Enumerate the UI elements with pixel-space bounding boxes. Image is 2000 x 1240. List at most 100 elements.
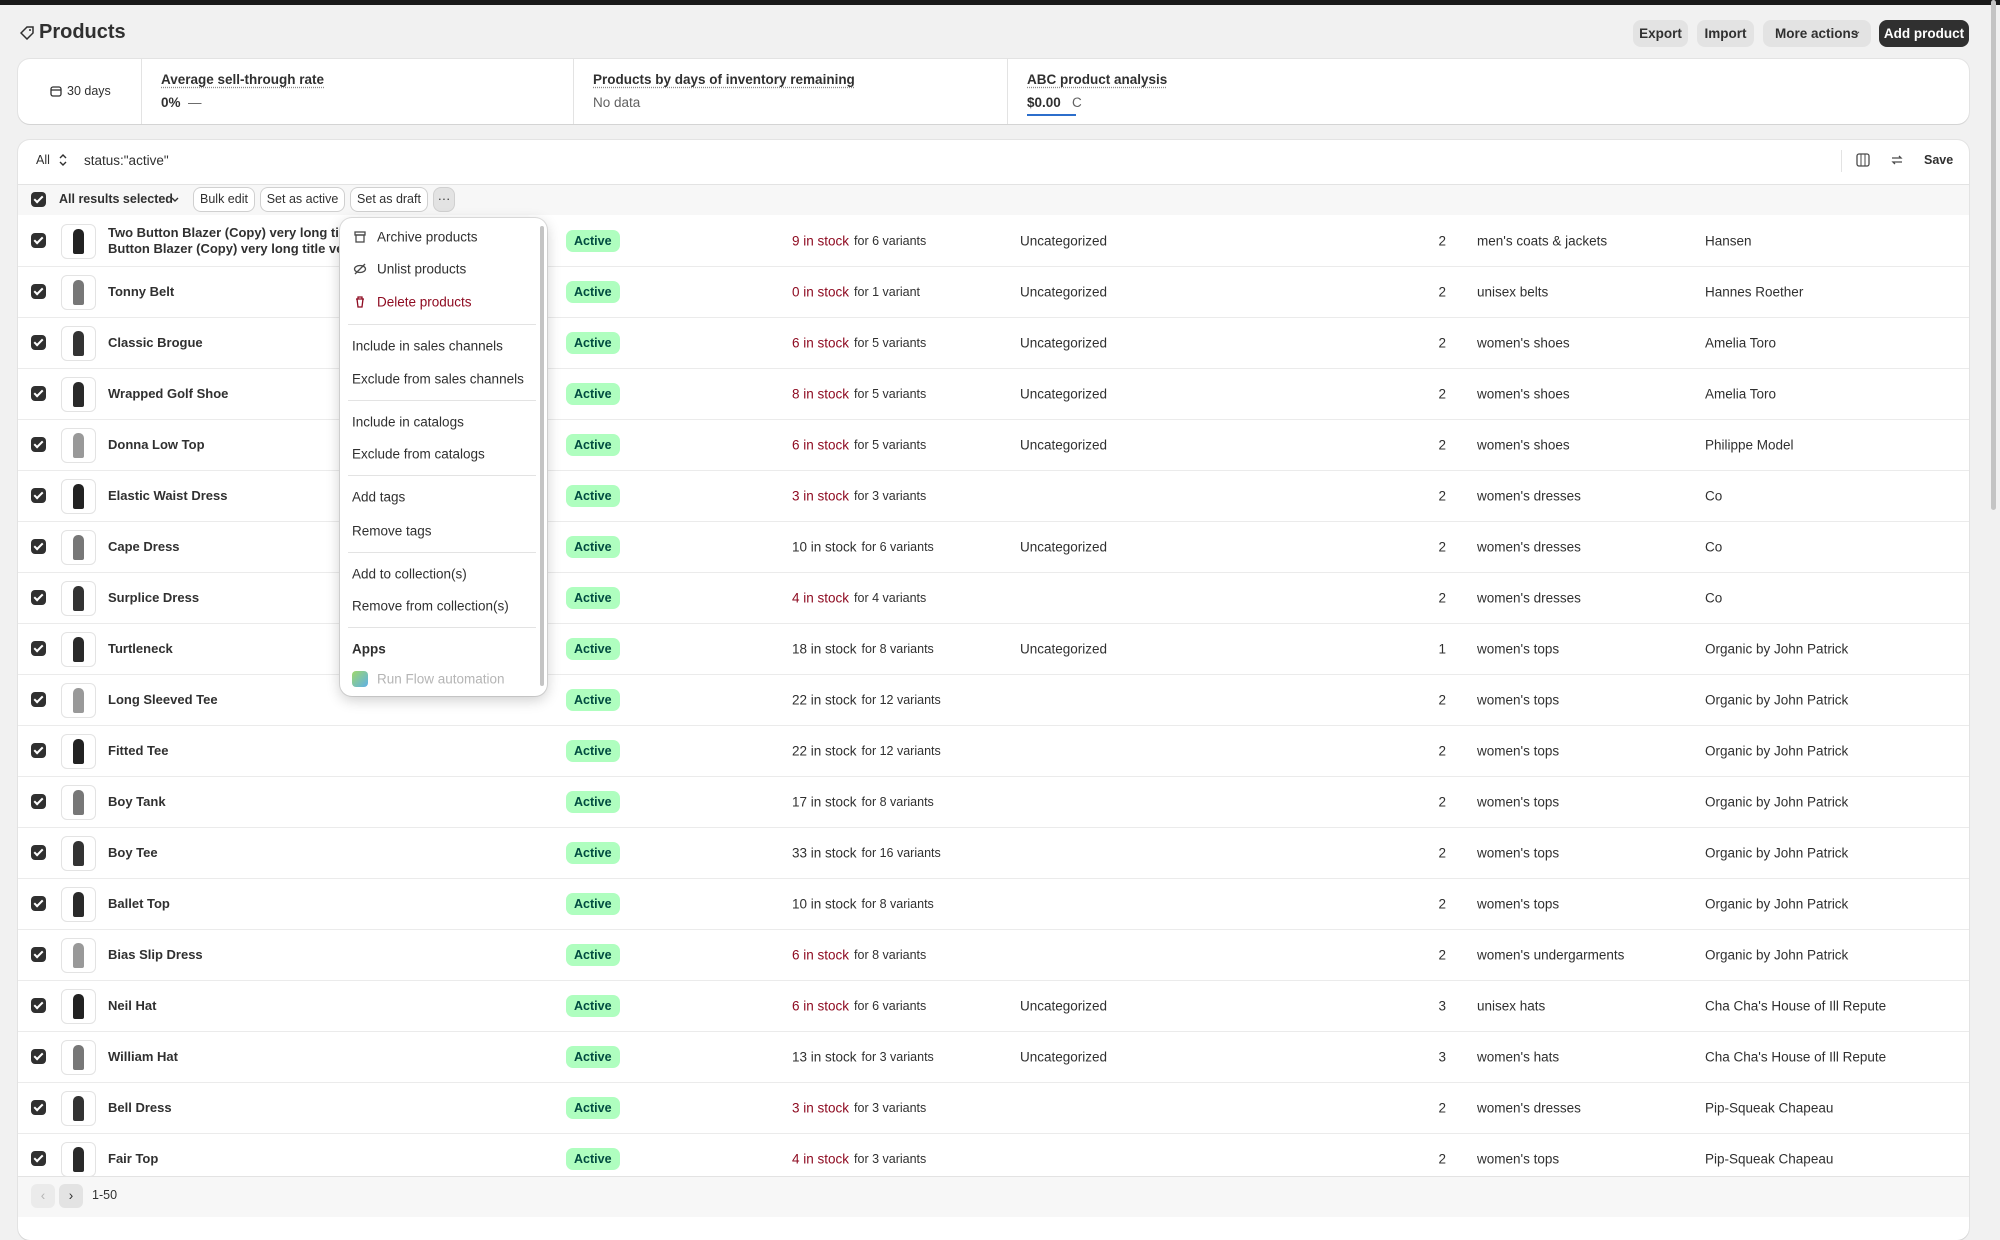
- product-thumbnail: [61, 581, 96, 616]
- product-name[interactable]: Long Sleeved Tee: [108, 692, 218, 707]
- row-checkbox[interactable]: [31, 1100, 46, 1115]
- row-checkbox[interactable]: [31, 539, 46, 554]
- more-bulk-actions[interactable]: ···: [434, 188, 454, 211]
- status-badge: Active: [566, 434, 620, 456]
- period[interactable]: 30 days: [67, 84, 111, 98]
- row-checkbox[interactable]: [31, 692, 46, 707]
- row-checkbox[interactable]: [31, 590, 46, 605]
- selection-label[interactable]: All results selected: [59, 192, 173, 206]
- menu-item[interactable]: Exclude from catalogs: [352, 446, 485, 462]
- bulk-action[interactable]: Set as active: [261, 188, 344, 211]
- variants: for 3 variants: [854, 1152, 927, 1166]
- row-checkbox[interactable]: [31, 284, 46, 299]
- row-checkbox[interactable]: [31, 794, 46, 809]
- menu-item[interactable]: Delete products: [377, 294, 472, 310]
- next-page[interactable]: ›: [59, 1184, 83, 1208]
- product-name[interactable]: Tonny Belt: [108, 284, 175, 299]
- product-name[interactable]: Cape Dress: [108, 539, 180, 554]
- status-badge: Active: [566, 230, 620, 252]
- menu-item[interactable]: Include in sales channels: [352, 338, 503, 354]
- row-checkbox[interactable]: [31, 998, 46, 1013]
- metric-trend: C: [1072, 95, 1082, 110]
- menu-divider: [348, 475, 536, 476]
- thumbnail-figure: [73, 1147, 84, 1172]
- product-name[interactable]: Bell Dress: [108, 1100, 172, 1115]
- row-checkbox[interactable]: [31, 743, 46, 758]
- row-checkbox[interactable]: [31, 488, 46, 503]
- bulk-action[interactable]: Set as draft: [351, 188, 427, 211]
- product-thumbnail: [61, 479, 96, 514]
- stock: 10 in stock: [792, 896, 857, 912]
- product-name[interactable]: Boy Tee: [108, 845, 158, 860]
- menu-item[interactable]: Add to collection(s): [352, 566, 467, 582]
- menu-item[interactable]: Include in catalogs: [352, 414, 464, 430]
- row-checkbox[interactable]: [31, 233, 46, 248]
- row-divider: [18, 623, 1969, 624]
- status-badge: Active: [566, 689, 620, 711]
- status-badge: Active: [566, 587, 620, 609]
- product-type: women's tops: [1477, 845, 1560, 861]
- product-name[interactable]: Fair Top: [108, 1151, 159, 1166]
- bulk-action[interactable]: Bulk edit: [194, 188, 254, 211]
- product-name[interactable]: Wrapped Golf Shoe: [108, 386, 229, 401]
- product-thumbnail: [61, 530, 96, 565]
- variants: for 1 variant: [854, 285, 921, 299]
- product-name[interactable]: Donna Low Top: [108, 437, 205, 452]
- metric-title[interactable]: ABC product analysis: [1027, 72, 1168, 87]
- header-button[interactable]: Export: [1633, 20, 1688, 47]
- filter-query[interactable]: status:"active": [84, 153, 169, 168]
- sort-toggle-icon[interactable]: [1890, 153, 1904, 167]
- product-name[interactable]: Bias Slip Dress: [108, 947, 203, 962]
- row-checkbox[interactable]: [31, 437, 46, 452]
- save-button[interactable]: Save: [1924, 153, 1954, 167]
- product-name[interactable]: Fitted Tee: [108, 743, 169, 758]
- menu-item[interactable]: Unlist products: [377, 261, 467, 277]
- menu-item[interactable]: Archive products: [377, 229, 478, 245]
- filter-tab[interactable]: All: [36, 153, 50, 167]
- row-checkbox[interactable]: [31, 845, 46, 860]
- columns-icon[interactable]: [1856, 153, 1870, 167]
- product-name[interactable]: Two Button Blazer (Copy) very long title…: [108, 225, 373, 256]
- product-name[interactable]: William Hat: [108, 1049, 178, 1064]
- stock: 0 in stock: [792, 284, 850, 300]
- row-divider: [18, 929, 1969, 930]
- header-button[interactable]: Add product: [1879, 20, 1969, 47]
- vendor: Amelia Toro: [1705, 386, 1777, 402]
- row-checkbox[interactable]: [31, 386, 46, 401]
- prev-page[interactable]: ‹: [31, 1184, 55, 1208]
- product-thumbnail: [61, 1142, 96, 1177]
- menu-item[interactable]: Remove tags: [352, 523, 432, 539]
- variants: for 8 variants: [854, 948, 927, 962]
- stock: 3 in stock: [792, 488, 850, 504]
- header-button[interactable]: Import: [1697, 20, 1754, 47]
- row-divider: [18, 827, 1969, 828]
- product-type: women's hats: [1477, 1049, 1560, 1065]
- product-name[interactable]: Elastic Waist Dress: [108, 488, 228, 503]
- row-checkbox[interactable]: [31, 1049, 46, 1064]
- metric-title[interactable]: Average sell-through rate: [161, 72, 325, 87]
- row-checkbox[interactable]: [31, 947, 46, 962]
- select-all-checkbox[interactable]: [31, 192, 46, 207]
- product-name[interactable]: Classic Brogue: [108, 335, 203, 350]
- product-name[interactable]: Surplice Dress: [108, 590, 200, 605]
- menu-divider: [348, 324, 536, 325]
- row-checkbox[interactable]: [31, 335, 46, 350]
- row-checkbox[interactable]: [31, 1151, 46, 1166]
- stock: 22 in stock: [792, 692, 857, 708]
- menu-item[interactable]: Remove from collection(s): [352, 598, 509, 614]
- product-name[interactable]: Ballet Top: [108, 896, 170, 911]
- menu-item[interactable]: Exclude from sales channels: [352, 371, 524, 387]
- row-checkbox[interactable]: [31, 896, 46, 911]
- vendor: Cha Cha's House of Ill Repute: [1705, 998, 1887, 1014]
- header-button[interactable]: More actions: [1763, 20, 1871, 47]
- product-name[interactable]: Turtleneck: [108, 641, 173, 656]
- menu-item[interactable]: Add tags: [352, 489, 406, 505]
- product-name[interactable]: Boy Tank: [108, 794, 166, 809]
- variants: for 16 variants: [861, 846, 941, 860]
- metric-title[interactable]: Products by days of inventory remaining: [593, 72, 855, 87]
- calendar-icon: [50, 86, 62, 97]
- thumbnail-figure: [73, 280, 84, 305]
- product-name[interactable]: Neil Hat: [108, 998, 157, 1013]
- row-checkbox[interactable]: [31, 641, 46, 656]
- status-badge: Active: [566, 791, 620, 813]
